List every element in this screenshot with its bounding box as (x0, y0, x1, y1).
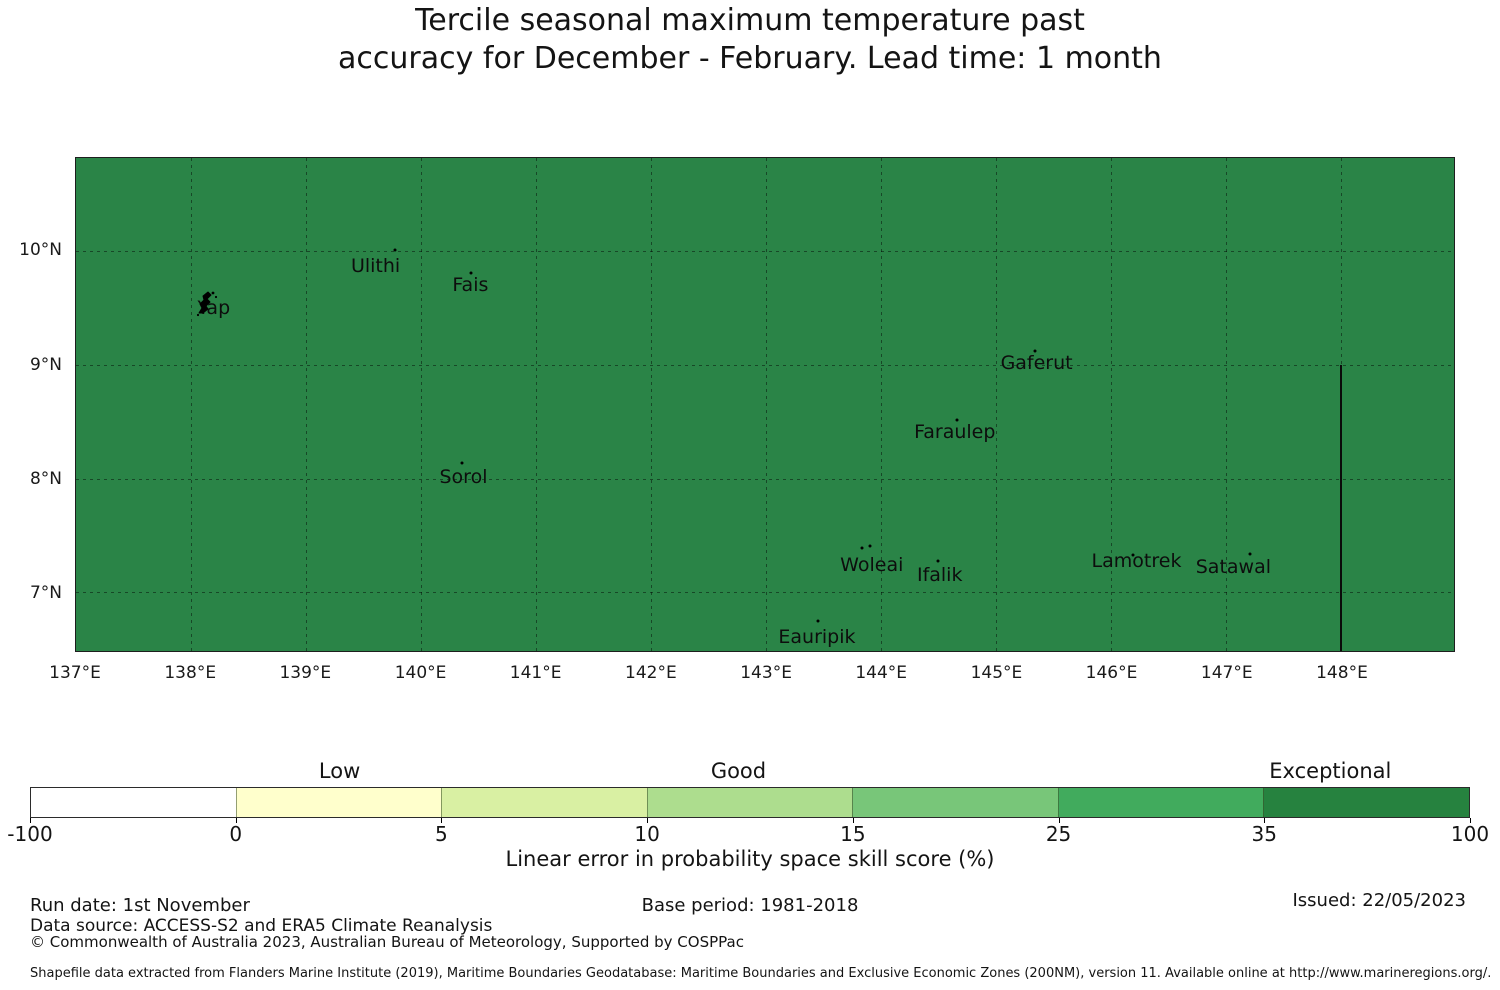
colorbar (30, 787, 1470, 818)
colorbar-tick-label: 15 (840, 822, 866, 846)
colorbar-tick-label: -100 (7, 822, 53, 846)
map-plot: Yap Ulithi Fais Sorol Gaferut Faraulep Woleai I… (75, 157, 1455, 652)
colorbar-tick-mark (1470, 818, 1471, 823)
island-label: Woleai (840, 554, 904, 577)
y-tick-label: 7°N (29, 582, 62, 603)
x-tick-label: 146°E (1085, 663, 1138, 683)
x-tick-label: 143°E (740, 663, 792, 683)
yap-island-shape (196, 291, 217, 316)
colorbar-tick-mark (30, 818, 31, 823)
x-tick-label: 139°E (279, 663, 332, 683)
island-dot (868, 544, 872, 548)
grid-line-vertical (1341, 158, 1343, 651)
colorbar-axis-label: Linear error in probability space skill … (505, 847, 995, 871)
island-dot (469, 271, 473, 275)
colorbar-tick-mark (852, 818, 854, 823)
colorbar-category-label: Exceptional (1269, 759, 1392, 783)
colorbar-segment (852, 788, 1058, 817)
colorbar-tick-mark (647, 818, 649, 823)
figure-title-line1: Tercile seasonal maximum temperature pas… (415, 3, 1085, 38)
x-tick-label: 142°E (625, 663, 677, 683)
colorbar-tick-mark (1264, 818, 1266, 823)
island-dot (1248, 552, 1252, 556)
grid-line-vertical (421, 158, 423, 651)
island-label: Faraulep (914, 420, 996, 443)
grid-line-vertical (766, 158, 768, 651)
x-tick-label: 140°E (394, 663, 447, 683)
colorbar-segment (1263, 788, 1470, 817)
island-dot (955, 418, 959, 422)
island-dot (860, 546, 864, 550)
island-dot (393, 248, 397, 252)
x-tick-label: 144°E (855, 663, 908, 683)
island-label: Eauripik (778, 626, 856, 649)
x-tick-label: 147°E (1200, 663, 1253, 683)
colorbar-segment (441, 788, 647, 817)
colorbar-tick-mark (1058, 818, 1060, 823)
shapefile-attribution-text: Shapefile data extracted from Flanders M… (30, 966, 1492, 981)
x-tick-label: 141°E (509, 663, 562, 683)
eez-boundary-line (1339, 364, 1342, 651)
island-dot (460, 461, 464, 465)
grid-line-vertical (1226, 158, 1228, 651)
grid-line-vertical (881, 158, 883, 651)
island-label: Fais (452, 274, 489, 297)
colorbar-tick-mark (441, 818, 443, 823)
data-source-text: Data source: ACCESS-S2 and ERA5 Climate … (30, 916, 493, 936)
colorbar-segment (1057, 788, 1264, 817)
island-dot (936, 559, 940, 563)
grid-line-vertical (535, 158, 537, 651)
x-tick-label: 145°E (970, 663, 1023, 683)
island-label: Ifalik (916, 564, 963, 587)
grid-line-horizontal (76, 478, 1454, 480)
colorbar-tick-label: 5 (435, 822, 448, 846)
x-tick-label: 148°E (1316, 663, 1368, 683)
colorbar-category-label: Low (318, 759, 361, 783)
y-tick-label: 10°N (19, 240, 62, 260)
grid-line-vertical (651, 158, 653, 651)
island-dot (1033, 349, 1037, 353)
colorbar-tick-mark (235, 818, 237, 823)
grid-line-vertical (191, 158, 193, 651)
figure-title-line2: accuracy for December - February. Lead t… (338, 41, 1162, 76)
colorbar-segment (31, 788, 236, 817)
island-label: Gaferut (1000, 352, 1073, 375)
colorbar-tick-label: 10 (634, 822, 660, 846)
grid-line-horizontal (76, 592, 1454, 594)
y-tick-label: 8°N (29, 468, 62, 489)
island-label: Lamotrek (1091, 550, 1182, 573)
colorbar-segment (235, 788, 442, 817)
colorbar-tick-label: 35 (1251, 822, 1278, 846)
colorbar-category-label: Good (710, 759, 767, 783)
issued-text: Issued: 22/05/2023 (1292, 890, 1466, 911)
figure-title: Tercile seasonal maximum temperature pas… (0, 2, 1500, 78)
copyright-text: © Commonwealth of Australia 2023, Austra… (30, 933, 744, 951)
colorbar-segment (646, 788, 853, 817)
colorbar-tick-label: 25 (1045, 822, 1072, 846)
y-tick-label: 9°N (29, 354, 62, 375)
island-dot (1131, 553, 1134, 557)
run-date-text: Run date: 1st November (30, 895, 250, 916)
island-dot (816, 619, 820, 623)
grid-line-vertical (305, 158, 307, 651)
colorbar-tick-label: 0 (229, 822, 243, 846)
island-label: Satawal (1195, 556, 1272, 579)
island-label: Ulithi (350, 254, 401, 277)
island-label: Sorol (439, 465, 488, 488)
x-tick-label: 138°E (164, 663, 217, 683)
colorbar-tick-label: 100 (1450, 822, 1490, 846)
grid-line-horizontal (76, 250, 1454, 252)
grid-line-vertical (1111, 158, 1113, 651)
x-tick-label: 137°E (49, 663, 101, 683)
base-period-text: Base period: 1981-2018 (641, 895, 859, 916)
grid-line-vertical (996, 158, 998, 651)
grid-line-horizontal (76, 364, 1454, 366)
